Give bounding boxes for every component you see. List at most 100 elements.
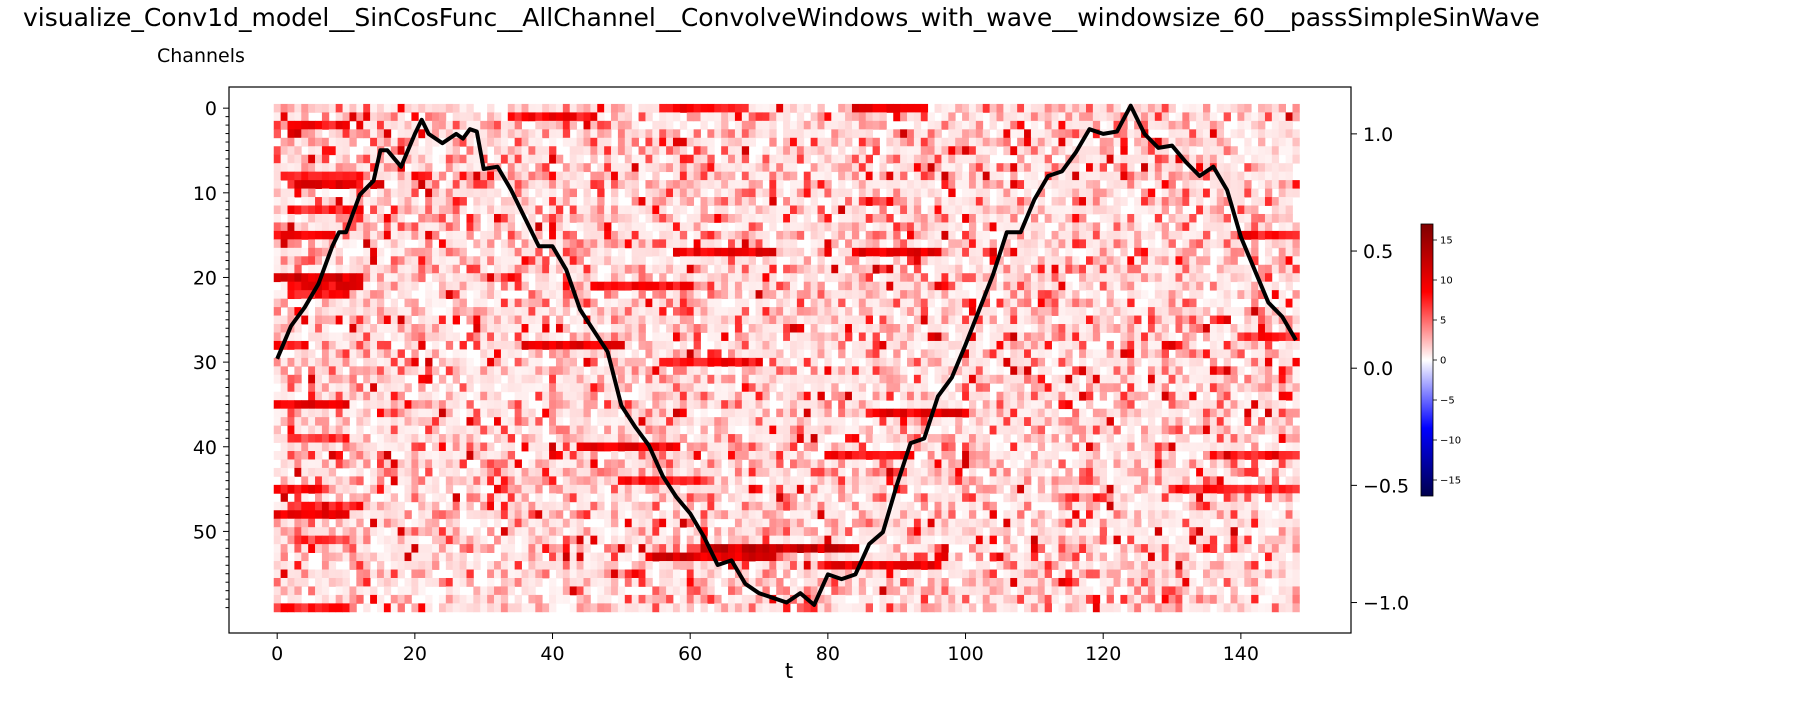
heatmap-cell [308,366,316,376]
heatmap-cell [1189,146,1197,156]
heatmap-cell [473,188,481,198]
heatmap-cell [1154,307,1163,316]
heatmap-cell [955,290,963,300]
heatmap-cell [975,256,984,266]
heatmap-cell [1065,425,1073,435]
heatmap-cell [576,264,584,274]
heatmap-cell [728,188,736,198]
heatmap-cell [445,180,454,189]
heatmap-cell [831,391,839,401]
heatmap-cell [1292,273,1300,283]
heatmap-cell [865,180,873,189]
heatmap-cell [535,417,543,427]
heatmap-cell [342,307,350,316]
heatmap-cell [734,324,743,333]
heatmap-cell [1182,256,1190,266]
heatmap-cell [762,273,770,283]
heatmap-cell [1092,357,1101,367]
heatmap-cell [920,307,929,316]
heatmap-cell [480,307,488,316]
heatmap-cell [411,146,419,156]
heatmap-cell [1251,417,1259,427]
heatmap-cell [466,230,474,240]
heatmap-cell [1099,408,1108,418]
heatmap-cell [645,264,653,274]
heatmap-cell [308,315,316,325]
heatmap-cell [411,154,419,164]
heatmap-cell [968,239,977,249]
heatmap-cell [301,103,309,113]
heatmap-cell [1154,324,1163,333]
heatmap-cell [308,154,316,164]
heatmap-cell [487,425,495,435]
heatmap-cell [1244,374,1252,384]
heatmap-cell [1237,188,1245,198]
heatmap-cell [645,374,653,384]
heatmap-cell [549,290,557,300]
heatmap-cell [617,230,626,240]
heatmap-cell [714,400,722,410]
heatmap-cell [748,205,756,215]
heatmap-cell [817,154,825,164]
heatmap-cell [659,434,667,443]
heatmap-cell [803,374,812,384]
heatmap-cell [700,307,708,316]
heatmap-cell [776,205,784,215]
heatmap-cell [968,213,977,223]
heatmap-cell [562,137,571,147]
heatmap-cell [370,264,378,274]
heatmap-cell [514,230,522,240]
heatmap-cell [886,247,894,257]
heatmap-cell [1072,230,1080,240]
heatmap-cell [851,366,860,376]
heatmap-cell [507,281,516,291]
heatmap-cell [1079,188,1087,198]
heatmap-cell [1024,230,1032,240]
heatmap-cell [728,273,736,283]
heatmap-cell [1010,163,1018,173]
heatmap-cell [734,230,743,240]
heatmap-cell [700,180,708,189]
heatmap-cell [376,340,385,350]
heatmap-cell [1051,298,1059,308]
heatmap-cell [1085,112,1094,122]
heatmap-cell [1237,383,1245,393]
heatmap-cell [624,239,633,249]
heatmap-cell [1271,163,1280,173]
heatmap-cell [1216,290,1225,300]
heatmap-cell [934,366,942,376]
heatmap-cell [1127,273,1135,283]
heatmap-cell [755,239,763,249]
heatmap-cell [734,357,743,367]
heatmap-cell [1161,239,1169,249]
heatmap-cell [1285,281,1293,291]
heatmap-cell [645,146,653,156]
heatmap-cell [666,188,674,198]
heatmap-cell [1292,383,1300,393]
heatmap-cell [858,120,867,130]
heatmap-cell [1037,281,1046,291]
heatmap-cell [1271,197,1280,206]
heatmap-cell [280,324,288,333]
heatmap-cell [872,247,880,257]
heatmap-cell [321,408,330,418]
heatmap-cell [996,340,1004,350]
heatmap-cell [611,213,619,223]
heatmap-cell [425,146,433,156]
heatmap-cell [397,180,405,189]
heatmap-cell [1099,417,1108,427]
heatmap-cell [549,374,557,384]
heatmap-cell [1216,298,1225,308]
heatmap-cell [1292,315,1300,325]
heatmap-cell [328,205,337,215]
heatmap-cell [1134,171,1142,181]
heatmap-cell [432,137,440,147]
heatmap-cell [1175,357,1183,367]
heatmap-cell [287,188,295,198]
heatmap-cell [342,383,350,393]
heatmap-cell [879,298,887,308]
heatmap-cell [838,281,846,291]
heatmap-cell [1278,366,1286,376]
heatmap-cell [480,332,488,342]
heatmap-cell [315,197,323,206]
